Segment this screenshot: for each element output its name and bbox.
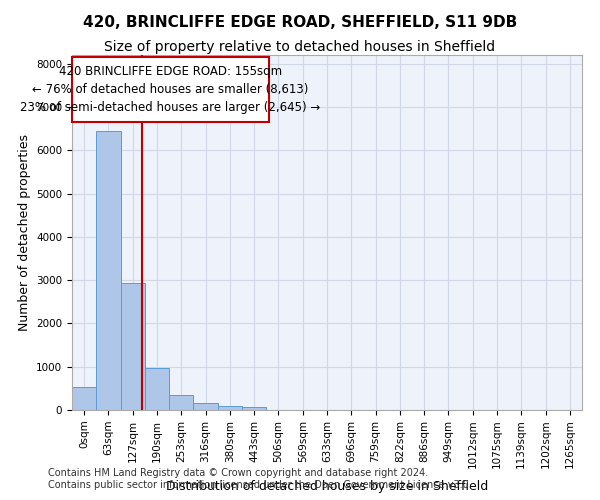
Bar: [169, 396, 193, 410]
Bar: [193, 403, 218, 410]
Bar: [96, 131, 121, 410]
FancyBboxPatch shape: [73, 57, 269, 122]
Text: 420, BRINCLIFFE EDGE ROAD, SHEFFIELD, S11 9DB: 420, BRINCLIFFE EDGE ROAD, SHEFFIELD, S1…: [83, 15, 517, 30]
Text: 420 BRINCLIFFE EDGE ROAD: 155sqm
← 76% of detached houses are smaller (8,613)
23: 420 BRINCLIFFE EDGE ROAD: 155sqm ← 76% o…: [20, 65, 321, 114]
Bar: [242, 408, 266, 410]
Bar: [145, 368, 169, 410]
X-axis label: Distribution of detached houses by size in Sheffield: Distribution of detached houses by size …: [166, 480, 488, 492]
Bar: [121, 283, 145, 410]
Text: Contains HM Land Registry data © Crown copyright and database right 2024.
Contai: Contains HM Land Registry data © Crown c…: [48, 468, 472, 490]
Y-axis label: Number of detached properties: Number of detached properties: [17, 134, 31, 331]
Bar: [218, 406, 242, 410]
Bar: [72, 387, 96, 410]
Text: Size of property relative to detached houses in Sheffield: Size of property relative to detached ho…: [104, 40, 496, 54]
